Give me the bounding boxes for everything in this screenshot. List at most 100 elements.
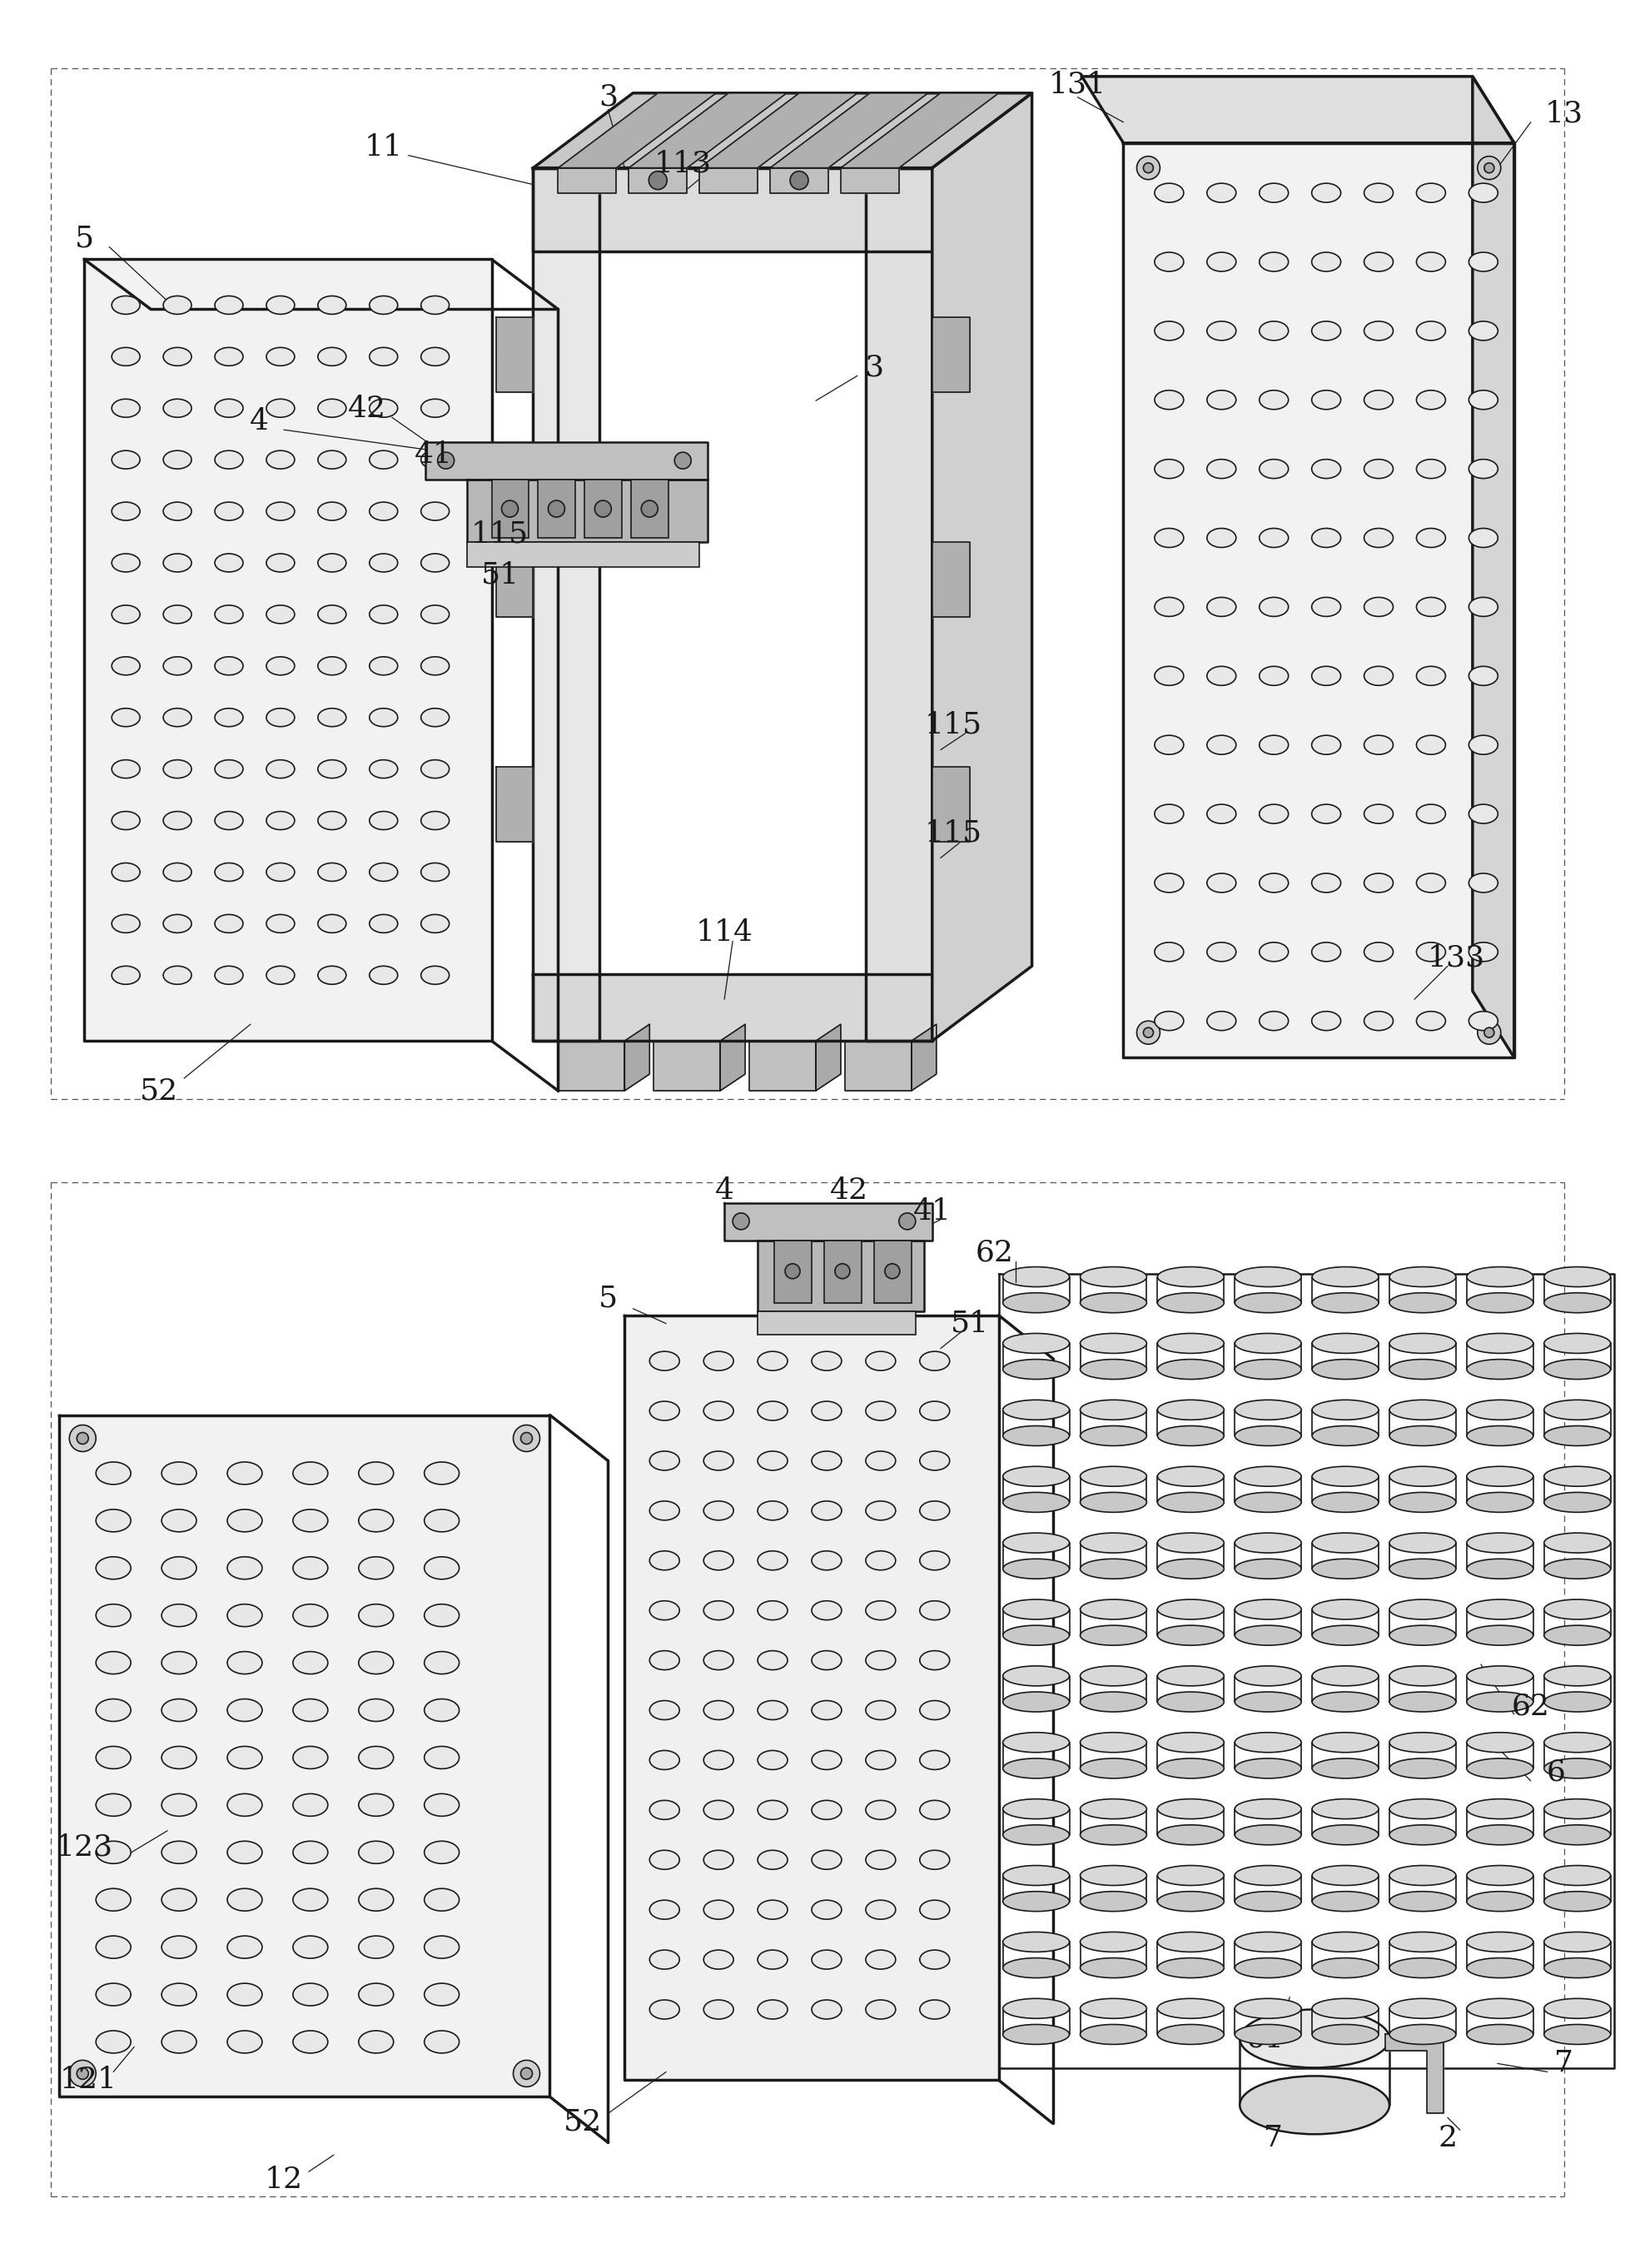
Ellipse shape	[1157, 1359, 1224, 1379]
Ellipse shape	[548, 501, 566, 517]
Ellipse shape	[369, 914, 398, 932]
Ellipse shape	[161, 1889, 197, 1912]
Ellipse shape	[650, 1452, 679, 1470]
Ellipse shape	[1469, 390, 1498, 411]
Polygon shape	[60, 1415, 549, 2098]
Ellipse shape	[1259, 184, 1289, 202]
Ellipse shape	[1235, 1932, 1302, 1953]
Ellipse shape	[359, 1746, 393, 1769]
Ellipse shape	[1311, 390, 1341, 411]
Ellipse shape	[421, 914, 449, 932]
Ellipse shape	[1311, 2025, 1378, 2043]
Ellipse shape	[292, 1746, 328, 1769]
Text: 2: 2	[1438, 2125, 1458, 2152]
Ellipse shape	[650, 1901, 679, 1919]
Ellipse shape	[70, 1424, 96, 1452]
Ellipse shape	[1157, 1998, 1224, 2019]
Ellipse shape	[757, 1402, 788, 1420]
Ellipse shape	[1207, 596, 1237, 617]
Ellipse shape	[1235, 1867, 1302, 1885]
Ellipse shape	[920, 1402, 949, 1420]
Text: 51: 51	[481, 560, 518, 590]
Ellipse shape	[757, 1851, 788, 1869]
Ellipse shape	[359, 1651, 393, 1674]
Bar	[757, 1311, 915, 1334]
Text: 41: 41	[414, 440, 453, 469]
Ellipse shape	[1155, 252, 1183, 272]
Ellipse shape	[757, 1751, 788, 1769]
Ellipse shape	[1469, 596, 1498, 617]
Ellipse shape	[1003, 1427, 1069, 1445]
Ellipse shape	[1259, 528, 1289, 547]
Ellipse shape	[1311, 1733, 1378, 1753]
Polygon shape	[770, 93, 928, 168]
Ellipse shape	[1081, 1867, 1147, 1885]
Ellipse shape	[424, 1463, 460, 1486]
Ellipse shape	[1417, 873, 1446, 894]
Polygon shape	[699, 93, 858, 168]
Ellipse shape	[757, 2000, 788, 2019]
Ellipse shape	[1469, 943, 1498, 962]
Ellipse shape	[228, 1651, 262, 1674]
Bar	[585, 479, 622, 538]
Polygon shape	[866, 168, 933, 1041]
Ellipse shape	[70, 2059, 96, 2087]
Ellipse shape	[1469, 322, 1498, 340]
Ellipse shape	[96, 1510, 132, 1531]
Ellipse shape	[1155, 943, 1183, 962]
Ellipse shape	[369, 501, 398, 519]
Ellipse shape	[1259, 596, 1289, 617]
Ellipse shape	[1363, 390, 1393, 411]
Ellipse shape	[1544, 1558, 1610, 1579]
Ellipse shape	[1138, 1021, 1160, 1043]
Polygon shape	[557, 168, 616, 193]
Ellipse shape	[866, 2000, 895, 2019]
Ellipse shape	[163, 295, 192, 315]
Ellipse shape	[704, 1452, 733, 1470]
Ellipse shape	[1363, 596, 1393, 617]
Ellipse shape	[1467, 1799, 1534, 1819]
Ellipse shape	[161, 1937, 197, 1957]
Text: 6: 6	[1545, 1758, 1565, 1787]
Ellipse shape	[292, 1651, 328, 1674]
Ellipse shape	[650, 1601, 679, 1619]
Ellipse shape	[1157, 1334, 1224, 1354]
Ellipse shape	[1155, 322, 1183, 340]
Ellipse shape	[421, 295, 449, 315]
Ellipse shape	[1081, 1626, 1147, 1644]
Ellipse shape	[866, 1402, 895, 1420]
Ellipse shape	[228, 1794, 262, 1817]
Ellipse shape	[1235, 1334, 1302, 1354]
Ellipse shape	[866, 1651, 895, 1669]
Ellipse shape	[359, 1889, 393, 1912]
Ellipse shape	[1389, 1599, 1456, 1619]
Ellipse shape	[1003, 1334, 1069, 1354]
Ellipse shape	[1544, 2025, 1610, 2043]
Ellipse shape	[319, 501, 346, 519]
Ellipse shape	[1157, 1293, 1224, 1313]
Ellipse shape	[319, 812, 346, 830]
Ellipse shape	[1003, 1626, 1069, 1644]
Ellipse shape	[1235, 1892, 1302, 1912]
Ellipse shape	[1363, 1012, 1393, 1030]
Ellipse shape	[1081, 1268, 1147, 1286]
Ellipse shape	[266, 708, 294, 726]
Ellipse shape	[214, 501, 244, 519]
Ellipse shape	[1389, 1892, 1456, 1912]
Ellipse shape	[112, 451, 140, 469]
Ellipse shape	[319, 399, 346, 417]
Ellipse shape	[1417, 596, 1446, 617]
Ellipse shape	[1157, 1492, 1224, 1513]
Ellipse shape	[1417, 667, 1446, 685]
Ellipse shape	[1157, 1626, 1224, 1644]
Ellipse shape	[369, 399, 398, 417]
Ellipse shape	[1311, 528, 1341, 547]
Ellipse shape	[1157, 1733, 1224, 1753]
Ellipse shape	[161, 1463, 197, 1486]
Ellipse shape	[1389, 1334, 1456, 1354]
Ellipse shape	[112, 760, 140, 778]
Ellipse shape	[1467, 2025, 1534, 2043]
Ellipse shape	[421, 760, 449, 778]
Ellipse shape	[704, 1751, 733, 1769]
Ellipse shape	[1311, 1558, 1378, 1579]
